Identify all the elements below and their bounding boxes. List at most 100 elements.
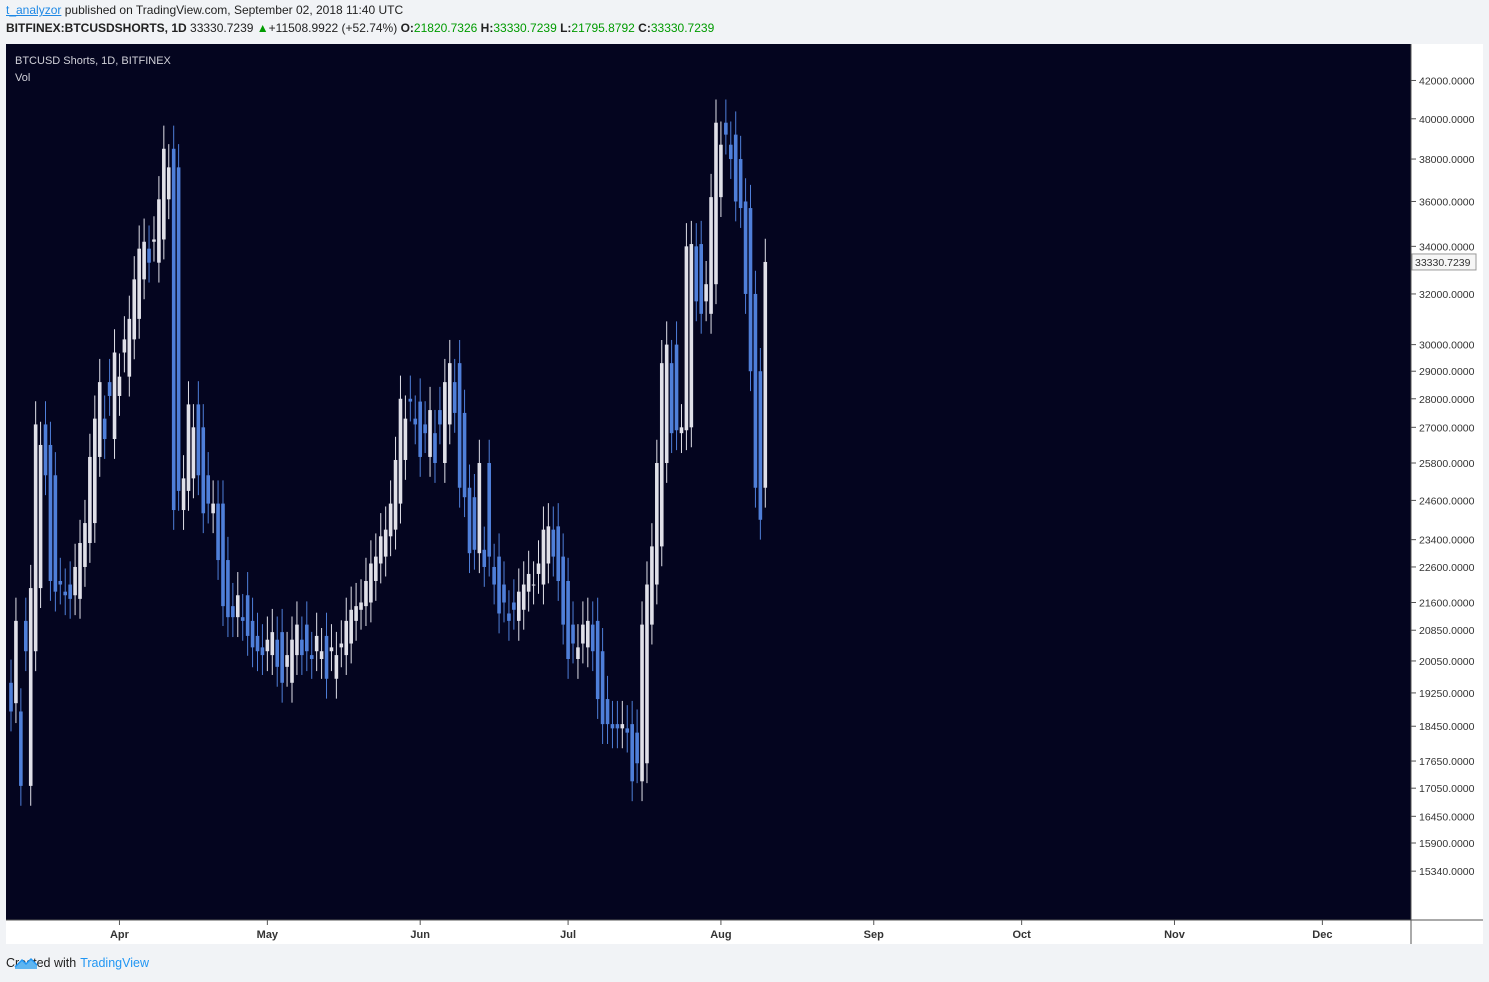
candle-body [610,724,615,729]
candle-body [48,444,53,581]
candle-body [369,563,373,603]
candle-body [684,246,689,431]
candle-body [334,655,339,679]
candle-body [541,529,546,585]
candle-body [235,595,240,618]
candle-body [171,148,176,511]
price-tick-label: 22600.0000 [1419,562,1475,574]
candle-body [531,584,536,586]
price-tick-label: 30000.0000 [1419,340,1475,352]
candle-body [581,624,585,644]
plot-area[interactable] [6,44,1411,920]
candle-body [507,613,511,621]
last-price: 33330.7239 [190,21,254,35]
price-tick-label: 15340.0000 [1419,866,1475,878]
price-tick-label: 20050.0000 [1419,656,1475,668]
close-value: 33330.7239 [650,21,715,35]
candle-body [117,376,122,396]
month-label: Jun [410,929,430,941]
candle-body [265,639,270,652]
candle-body [9,682,13,712]
month-label: Nov [1164,929,1186,941]
price-tick-label: 20850.0000 [1419,625,1475,637]
low-value: 21795.8792 [571,21,635,35]
chart-container[interactable]: BTCUSD Shorts, 1D, BITFINEX Vol 42000.00… [6,44,1483,944]
candle-body [73,566,77,596]
candle-body [763,261,768,488]
candle-body [122,339,127,353]
candle-body [452,382,457,413]
tradingview-link[interactable]: TradingView [80,956,149,970]
candle-body [28,588,33,786]
tradingview-logo-icon[interactable] [14,956,38,970]
price-tick-label: 19250.0000 [1419,688,1475,700]
candle-body [255,635,260,652]
candle-body [191,427,196,479]
price-tick-label: 32000.0000 [1419,289,1475,301]
candle-body [497,556,501,614]
candle-body [166,167,171,200]
candles-group [9,99,768,806]
candle-body [590,624,595,652]
month-label: Oct [1012,929,1031,941]
candle-body [196,404,201,476]
candle-body [378,536,383,564]
candle-body [398,398,403,504]
candle-body [704,284,708,302]
candle-body [38,444,43,589]
candle-body [309,655,314,659]
candle-body [127,318,132,377]
candle-body [551,529,556,557]
candle-body [383,529,388,557]
candle-body [231,606,235,618]
candle-body [83,523,87,567]
candle-body [314,635,319,652]
candle-body [58,580,63,585]
candle-body [477,463,482,554]
candle-body [669,363,674,434]
candle-body [625,728,630,733]
candle-body [482,549,487,567]
price-tick-label: 21600.0000 [1419,597,1475,609]
candle-body [536,563,541,574]
candlestick-chart[interactable]: BTCUSD Shorts, 1D, BITFINEX Vol 42000.00… [6,44,1483,944]
low-label: L: [560,21,572,35]
candle-body [408,398,413,402]
candle-body [364,580,368,607]
candle-body [428,410,432,457]
candle-body [211,503,215,514]
close-label: C: [638,21,651,35]
high-label: H: [480,21,494,35]
author-link[interactable]: t_analyzor [6,3,62,17]
candle-body [586,620,590,648]
price-tick-label: 25800.0000 [1419,458,1475,470]
candle-body [270,632,275,656]
candle-body [595,620,600,700]
candle-body [714,122,718,285]
candle-body [492,566,496,585]
candle-body [63,591,68,596]
candle-body [418,401,422,457]
candle-body [438,410,442,425]
candle-body [260,647,265,656]
candle-body [201,427,206,514]
last-price-marker [1411,253,1477,271]
candle-body [275,639,280,667]
candle-body [107,382,112,396]
candle-body [329,647,334,652]
price-tick-label: 16450.0000 [1419,811,1475,823]
candle-body [285,655,289,667]
candle-body [443,382,447,464]
month-label: Apr [110,929,130,941]
candle-body [137,248,141,319]
candle-body [546,526,551,564]
candle-body [738,159,743,209]
candle-body [630,724,634,782]
candle-body [467,487,472,554]
month-label: Dec [1312,929,1332,941]
price-tick-label: 36000.0000 [1419,196,1475,208]
candle-body [295,624,299,656]
candle-body [226,560,230,618]
up-triangle-icon: ▲ [256,21,269,35]
candle-body [393,459,398,530]
